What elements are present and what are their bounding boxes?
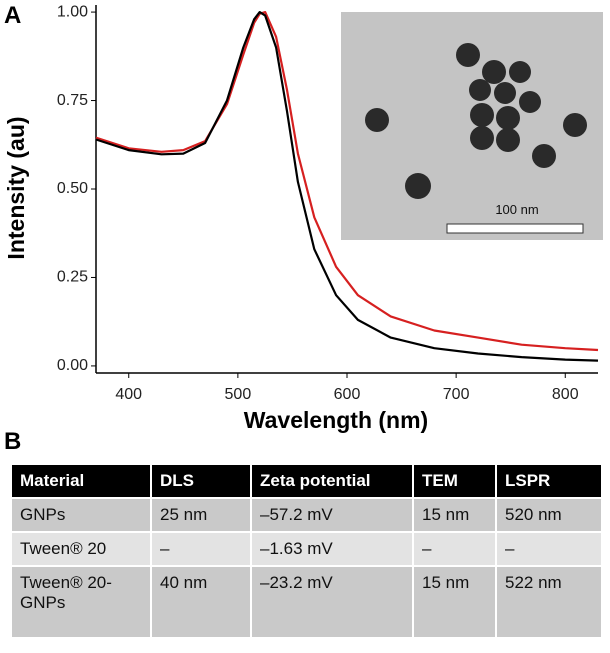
header-cell: Zeta potential xyxy=(250,465,413,498)
table-cell: Tween® 20-GNPs xyxy=(10,565,151,637)
table-cell: 15 nm xyxy=(412,497,496,532)
table-cell: – xyxy=(412,531,496,566)
header-cell: LSPR xyxy=(495,465,601,498)
table-cell: – xyxy=(150,531,251,566)
x-axis-title: Wavelength (nm) xyxy=(244,407,428,433)
table-row: GNPs 25 nm –57.2 mV 15 nm 520 nm xyxy=(10,497,601,532)
chart: 100 nm Wavelength (nm) Intensity (au) 0.… xyxy=(3,3,603,433)
x-tick-label: 400 xyxy=(115,386,142,403)
table-cell: GNPs xyxy=(10,497,151,532)
series-line xyxy=(95,11,599,352)
header-cell: DLS xyxy=(150,465,251,498)
table-cell: 520 nm xyxy=(495,497,601,532)
scale-label: 100 nm xyxy=(495,202,538,217)
y-tick-label: 0.00 xyxy=(57,357,88,374)
x-tick-label: 700 xyxy=(443,386,470,403)
particles xyxy=(365,43,587,199)
table-row: Tween® 20-GNPs 40 nm –23.2 mV 15 nm 522 nm xyxy=(10,565,601,637)
y-tick-label: 0.25 xyxy=(57,269,88,286)
series-line xyxy=(95,11,599,362)
data-table: Material DLS Zeta potential TEM LSPR GNPs 25 … xyxy=(10,465,601,637)
table-cell: –23.2 mV xyxy=(250,565,413,637)
y-tick-label: 0.50 xyxy=(57,180,88,197)
x-tick-label: 800 xyxy=(552,386,579,403)
table-cell: –57.2 mV xyxy=(250,497,413,532)
panel-label: B xyxy=(4,428,22,455)
table-header: Material DLS Zeta potential TEM LSPR xyxy=(10,465,601,498)
header-cell: TEM xyxy=(412,465,496,498)
table-cell: 522 nm xyxy=(495,565,601,637)
table-cell: –1.63 mV xyxy=(250,531,413,566)
tem-inset: 100 nm xyxy=(341,12,603,240)
y-tick-label: 0.75 xyxy=(57,92,88,109)
y-tick-label: 1.00 xyxy=(57,3,88,20)
header-cell: Material xyxy=(10,465,151,498)
y-axis-title: Intensity (au) xyxy=(3,116,29,259)
panel-label: A xyxy=(4,2,22,29)
table-cell: – xyxy=(495,531,601,566)
table-cell: 40 nm xyxy=(150,565,251,637)
table-cell: 15 nm xyxy=(412,565,496,637)
scale-bar xyxy=(446,223,584,234)
table-row: Tween® 20– –1.63 mV – – xyxy=(10,531,601,566)
x-tick-label: 600 xyxy=(334,386,361,403)
table-body: GNPs 25 nm –57.2 mV 15 nm 520 nm Tween® 20– –1… xyxy=(10,497,601,637)
x-tick-label: 500 xyxy=(225,386,252,403)
table-cell: Tween® 20 xyxy=(10,531,151,566)
table-cell: 25 nm xyxy=(150,497,251,532)
